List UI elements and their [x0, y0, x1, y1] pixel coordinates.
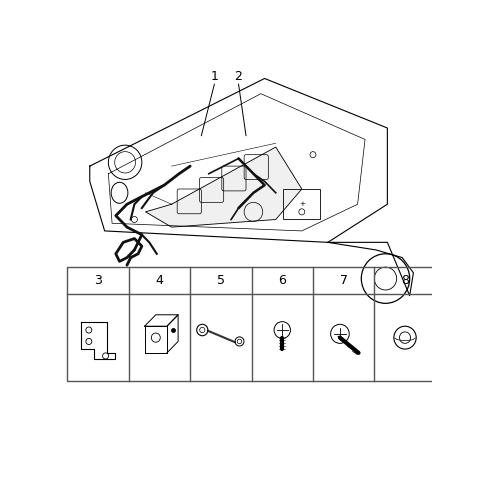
Polygon shape — [145, 147, 302, 227]
Circle shape — [310, 151, 316, 158]
Text: 4: 4 — [156, 274, 164, 287]
Text: 8: 8 — [401, 274, 409, 287]
Circle shape — [132, 216, 137, 223]
Circle shape — [299, 209, 305, 215]
Bar — [67, 267, 436, 382]
Text: +: + — [299, 201, 305, 207]
Text: 6: 6 — [278, 274, 286, 287]
Text: 7: 7 — [340, 274, 348, 287]
Bar — [283, 189, 321, 219]
Text: 3: 3 — [94, 274, 102, 287]
Text: 2: 2 — [235, 70, 242, 83]
Text: 5: 5 — [217, 274, 225, 287]
Text: 1: 1 — [210, 70, 218, 83]
